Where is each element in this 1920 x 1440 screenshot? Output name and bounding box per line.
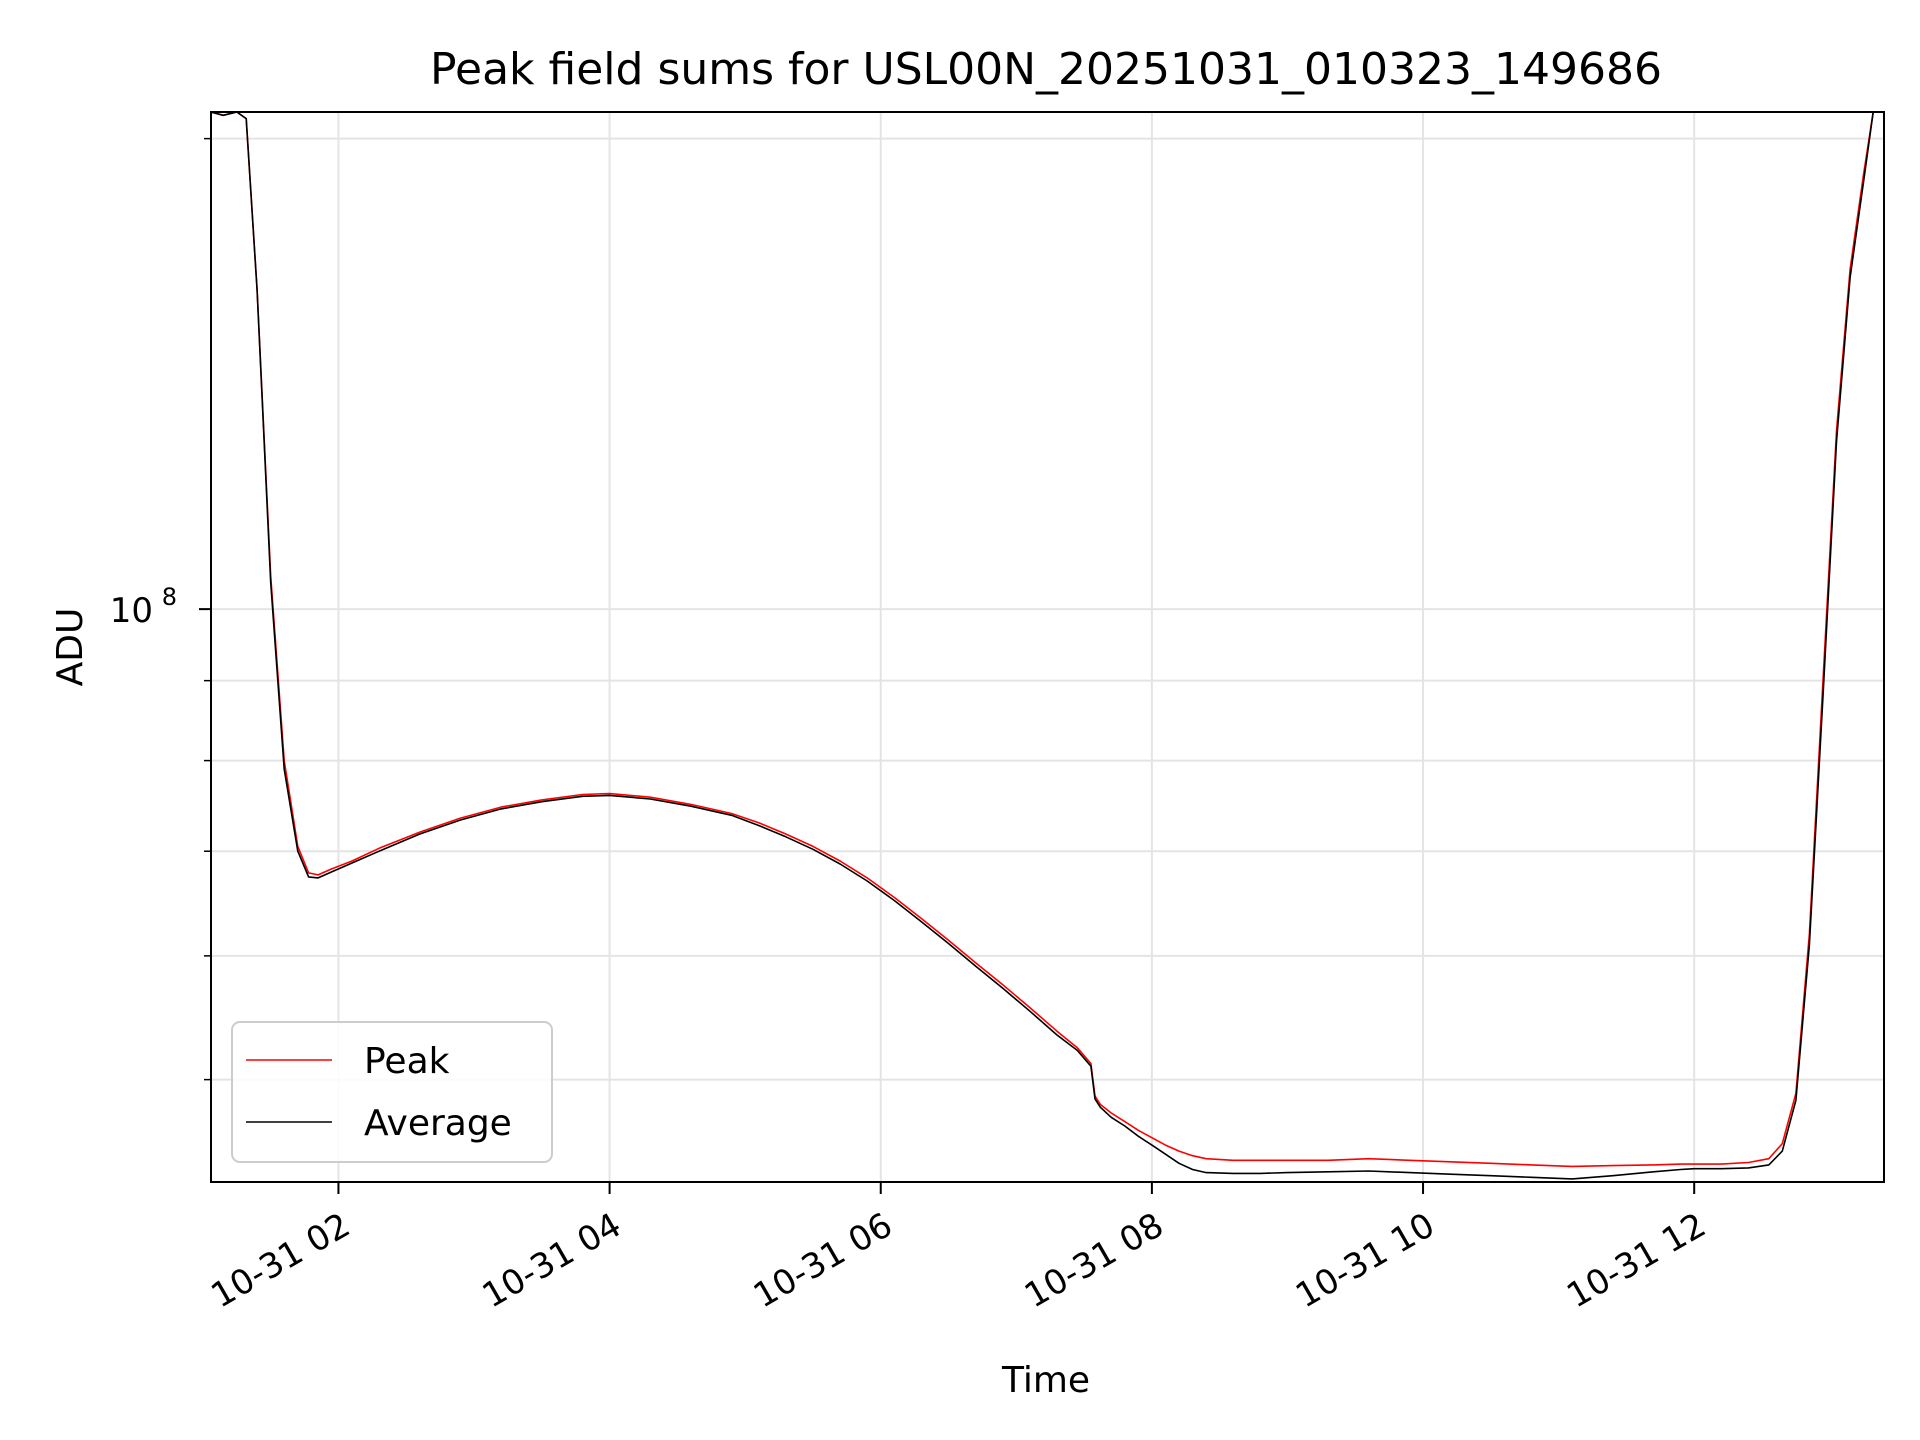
x-axis-label: Time xyxy=(1001,1360,1090,1401)
y-axis-label: ADU xyxy=(50,608,91,687)
series-line-average xyxy=(211,112,1884,1180)
y-tick-label: 10 xyxy=(110,591,153,631)
y-tick-label-exponent: 8 xyxy=(162,583,177,611)
plot-frame xyxy=(210,111,1885,1183)
legend-label-peak: Peak xyxy=(364,1041,450,1082)
series-layer xyxy=(211,112,1884,1180)
legend-box xyxy=(231,1021,553,1163)
y-axis: 10 8 xyxy=(110,137,211,1081)
legend-label-average: Average xyxy=(364,1103,512,1144)
grid-lines xyxy=(211,112,1884,1182)
chart-title: Peak field sums for USL00N_20251031_0103… xyxy=(430,44,1662,95)
legend: Peak Average xyxy=(231,1021,553,1163)
